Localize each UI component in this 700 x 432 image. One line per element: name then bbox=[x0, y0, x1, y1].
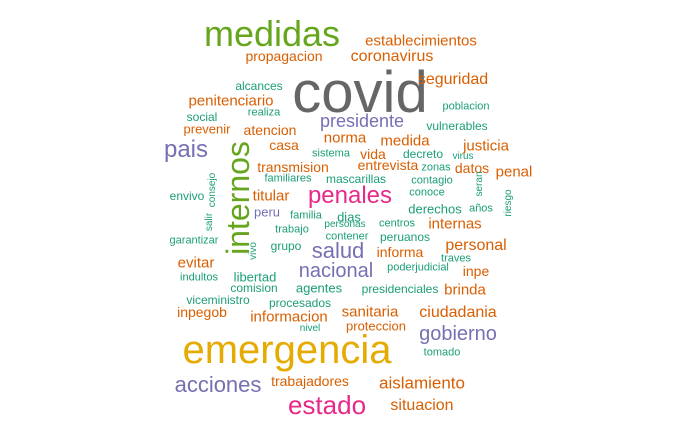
word-libertad: libertad bbox=[233, 269, 277, 285]
word-informa: informa bbox=[376, 244, 424, 260]
word-justicia: justicia bbox=[463, 137, 509, 155]
word-penitenciario: penitenciario bbox=[188, 92, 274, 110]
word-seran: seran bbox=[474, 171, 485, 197]
word-salud: salud bbox=[311, 238, 365, 263]
word-conoce: conoce bbox=[409, 186, 445, 199]
word-inpegob: inpegob bbox=[177, 304, 227, 320]
word-establecimientos: establecimientos bbox=[365, 32, 477, 50]
word-norma: norma bbox=[323, 129, 367, 147]
word-peru: peru bbox=[253, 204, 281, 220]
word-familia: familia bbox=[290, 209, 322, 222]
word-emergencia: emergencia bbox=[182, 328, 392, 372]
word-alcances: alcances bbox=[235, 79, 283, 93]
word-virus: virus bbox=[452, 151, 474, 162]
word-medida: medida bbox=[380, 132, 430, 150]
word-indultos: indultos bbox=[180, 271, 218, 284]
word-centros: centros bbox=[378, 217, 416, 230]
word-vivo: vivo bbox=[248, 242, 259, 260]
word-vida: vida bbox=[360, 146, 386, 162]
word-internas: internas bbox=[428, 215, 482, 233]
word-trabajadores: trabajadores bbox=[271, 373, 349, 389]
word-prevenir: prevenir bbox=[183, 121, 231, 137]
word-procesados: procesados bbox=[268, 296, 332, 310]
word-envivo: envivo bbox=[169, 189, 205, 203]
word-trabajo: trabajo bbox=[275, 223, 309, 236]
word-social: social bbox=[186, 110, 218, 124]
word-consejo: consejo bbox=[207, 172, 218, 208]
word-dias: dias bbox=[337, 209, 361, 225]
word-agentes: agentes bbox=[295, 280, 343, 296]
word-vulnerables: vulnerables bbox=[426, 119, 488, 133]
word-derechos: derechos bbox=[408, 201, 462, 217]
word-peruanos: peruanos bbox=[379, 230, 431, 244]
word-comision: comision bbox=[230, 281, 278, 295]
word-gobierno: gobierno bbox=[419, 323, 497, 345]
word-garantizar: garantizar bbox=[169, 234, 219, 247]
word-traves: traves bbox=[441, 252, 471, 265]
word-contagio: contagio bbox=[411, 174, 453, 187]
word-covid: covid bbox=[292, 60, 428, 125]
word-presidenciales: presidenciales bbox=[361, 282, 439, 296]
word-coronavirus: coronavirus bbox=[350, 48, 434, 65]
word-riesgo: riesgo bbox=[503, 189, 514, 217]
word-salir: salir bbox=[204, 212, 215, 232]
word-brinda: brinda bbox=[444, 281, 486, 299]
word-entrevista: entrevista bbox=[357, 157, 419, 173]
word-medidas: medidas bbox=[203, 13, 341, 54]
word-inpe: inpe bbox=[462, 263, 490, 279]
word-seguridad: seguridad bbox=[417, 71, 489, 88]
word-personas: personas bbox=[324, 219, 366, 230]
word-contener: contener bbox=[325, 230, 369, 243]
word-penal: penal bbox=[495, 163, 533, 181]
word-datos: datos bbox=[454, 160, 490, 176]
word-familiares: familiares bbox=[264, 172, 312, 185]
word-zonas: zonas bbox=[421, 161, 451, 174]
word-decreto: decreto bbox=[402, 147, 444, 161]
word-internos: internos bbox=[220, 141, 256, 255]
word-situacion: situacion bbox=[390, 397, 454, 414]
word-transmision: transmision bbox=[257, 159, 329, 175]
word-personal: personal bbox=[445, 237, 507, 254]
word-años: años bbox=[469, 202, 493, 215]
word-penales: penales bbox=[307, 182, 393, 209]
word-casa: casa bbox=[269, 137, 299, 153]
word-tomado: tomado bbox=[423, 346, 461, 359]
word-nivel: nivel bbox=[299, 323, 321, 334]
word-sistema: sistema bbox=[312, 147, 350, 160]
word-presidente: presidente bbox=[319, 111, 405, 131]
word-viceministro: viceministro bbox=[186, 293, 250, 307]
word-mascarillas: mascarillas bbox=[325, 172, 387, 186]
word-aislamiento: aislamiento bbox=[379, 373, 465, 393]
word-titular: titular bbox=[252, 187, 290, 205]
word-estado: estado bbox=[287, 390, 367, 420]
word-realiza: realiza bbox=[247, 106, 281, 119]
word-pais: pais bbox=[163, 136, 209, 163]
word-proteccion: proteccion bbox=[346, 318, 406, 334]
word-sanitaria: sanitaria bbox=[341, 303, 399, 321]
word-grupo: grupo bbox=[270, 239, 302, 253]
word-propagacion: propagacion bbox=[245, 48, 323, 64]
word-acciones: acciones bbox=[174, 372, 262, 397]
word-poderjudicial: poderjudicial bbox=[387, 261, 449, 274]
word-ciudadania: ciudadania bbox=[419, 304, 497, 321]
word-atencion: atencion bbox=[243, 122, 297, 138]
word-nacional: nacional bbox=[298, 260, 374, 282]
word-informacion: informacion bbox=[250, 308, 328, 326]
word-poblacion: poblacion bbox=[442, 100, 490, 113]
word-evitar: evitar bbox=[177, 254, 215, 272]
